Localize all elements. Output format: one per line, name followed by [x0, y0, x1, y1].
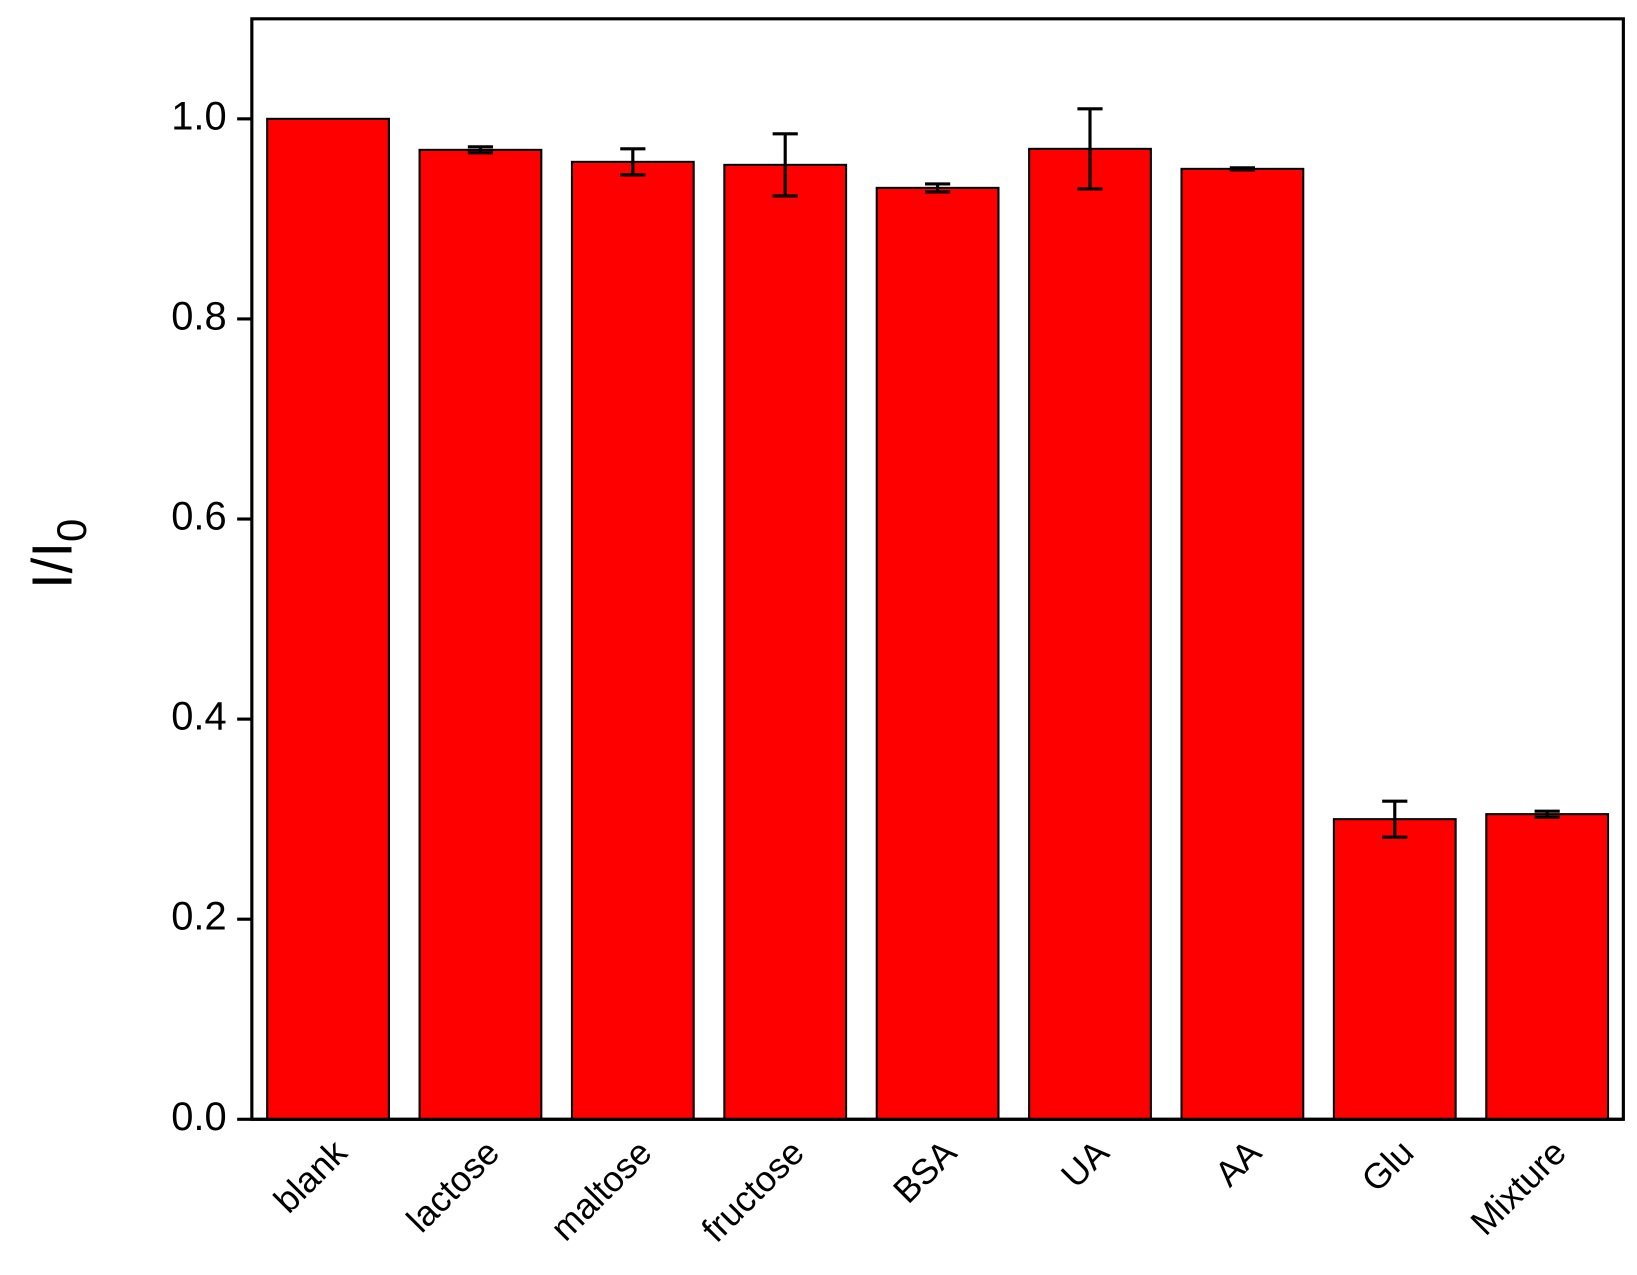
bar [1180, 167, 1305, 1121]
x-tick-label: AA [1207, 1132, 1269, 1194]
bar [1028, 147, 1152, 1121]
y-tick-label: 0.0 [171, 1095, 226, 1139]
error-bar [620, 147, 646, 177]
error-bar [1229, 166, 1255, 172]
x-tick-label: Glu [1354, 1132, 1422, 1199]
error-bar [1077, 107, 1103, 191]
y-axis-label-sub: 0 [48, 519, 95, 542]
bar [1332, 818, 1457, 1121]
error-bar [925, 182, 951, 194]
error-bar [772, 132, 798, 198]
y-axis-label: I/I0 [20, 519, 95, 589]
x-tick-label: fructose [694, 1132, 812, 1250]
x-tick-label: lactose [399, 1132, 507, 1240]
bar [723, 163, 848, 1121]
y-tick-label: 0.6 [171, 495, 226, 539]
error-bar [1382, 799, 1408, 839]
y-tick-label: 1.0 [171, 94, 226, 138]
error-bar [1534, 809, 1560, 819]
bar [570, 160, 695, 1121]
bar [875, 186, 1000, 1121]
x-tick-label: UA [1053, 1132, 1117, 1195]
bar [418, 148, 543, 1121]
error-bar [467, 145, 494, 155]
y-tick-label: 0.4 [171, 695, 226, 739]
x-tick-label: BSA [885, 1132, 964, 1211]
y-axis-label-main: I/I [20, 542, 83, 589]
bar [1485, 813, 1610, 1121]
x-tick-label: blank [266, 1132, 355, 1220]
bar [266, 117, 390, 1121]
x-tick-label: maltose [543, 1132, 660, 1248]
y-tick-label: 0.8 [171, 295, 226, 339]
x-tick-label: Mixture [1463, 1132, 1574, 1243]
y-tick-label: 0.2 [171, 895, 226, 939]
